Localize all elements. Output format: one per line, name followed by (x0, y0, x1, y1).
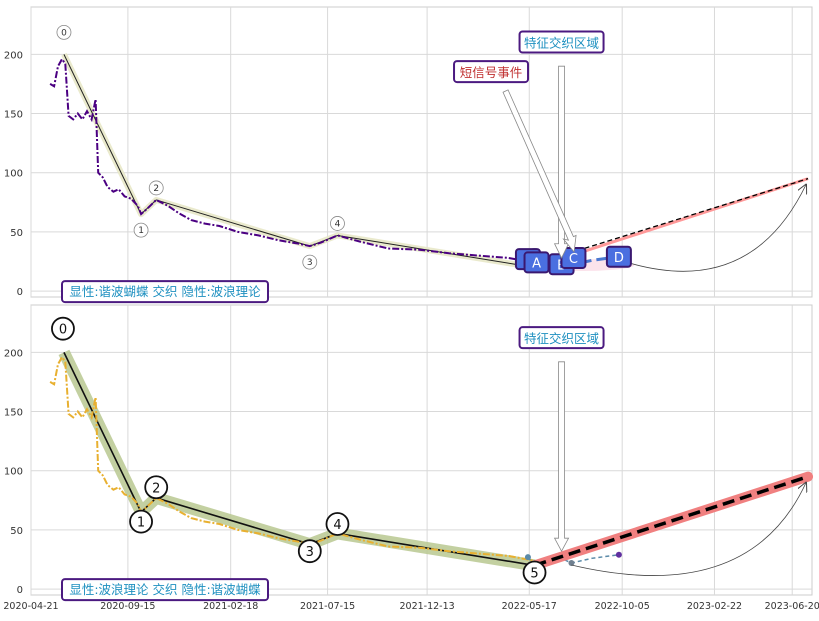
x-tick-label: 2020-09-15 (100, 601, 155, 612)
plot-area (30, 6, 813, 298)
wave-point-marker (302, 254, 318, 270)
wave-point-marker (129, 509, 153, 534)
wave-point-marker (51, 316, 75, 341)
y-tick-label: 0 (17, 287, 23, 298)
wave-point-marker (148, 180, 164, 196)
y-tick-label: 50 (10, 526, 23, 537)
y-tick-label: 200 (4, 348, 23, 359)
y-tick-label: 50 (10, 228, 23, 239)
gridlines (30, 7, 812, 297)
wave-point-label: 5 (530, 567, 538, 582)
y-tick-label: 150 (4, 408, 23, 419)
wave-point-label: 3 (307, 258, 313, 268)
x-tick-label: 2021-07-15 (300, 601, 355, 612)
x-tick-label: 2021-12-13 (399, 601, 454, 612)
wave-point-marker (297, 539, 322, 564)
wave-point-marker (56, 24, 72, 40)
wave-point-marker (133, 222, 149, 238)
wave-point-label: 4 (335, 219, 341, 229)
x-tick-label: 2022-05-17 (502, 601, 557, 612)
x-tick-label: 2021-02-18 (203, 601, 258, 612)
legend-box (61, 280, 269, 304)
harmonic-point-label: A (532, 256, 541, 271)
wave-point-marker (144, 475, 169, 500)
event-box (453, 60, 530, 84)
x-tick-label: 2022-10-05 (595, 601, 650, 612)
harmonic-point-box (523, 251, 550, 274)
wave-point-label: 0 (59, 323, 67, 338)
legend-box (61, 578, 269, 602)
wave-point-marker (330, 216, 345, 231)
legend-label: 显性:谐波蝴蝶 交织 隐性:波浪理论 (69, 284, 261, 299)
y-tick-label: 0 (17, 585, 23, 596)
region-box (518, 326, 605, 350)
harmonic-point-box (605, 245, 632, 268)
event-arrow (502, 89, 577, 254)
panel-1: 050100150200012345XABCD特征交织区域短信号事件显性:谐波蝴… (4, 6, 813, 304)
gridlines (30, 305, 812, 595)
region-arrow (553, 65, 570, 259)
y-tick-label: 100 (4, 169, 23, 180)
wave-point-label: 0 (61, 28, 67, 38)
y-tick-label: 100 (4, 467, 23, 478)
projection-line (561, 178, 809, 257)
harmonic-point (615, 551, 622, 558)
wave-point-label: 1 (138, 226, 144, 236)
region-box (518, 30, 605, 54)
legend-label: 显性:波浪理论 交织 隐性:谐波蝴蝶 (69, 582, 261, 597)
wave-point-label: 3 (306, 545, 314, 560)
region-label: 特征交织区域 (524, 331, 599, 346)
wave-line (63, 54, 535, 268)
projection-arrow (618, 185, 806, 272)
x-tick-label: 2023-02-22 (687, 601, 742, 612)
wave-point-label: 1 (137, 516, 145, 531)
region-arrow (553, 361, 570, 553)
region-label: 特征交织区域 (524, 36, 599, 51)
wave-point-label: 2 (153, 184, 159, 194)
wave-point-label: 2 (152, 481, 160, 496)
y-tick-label: 200 (4, 50, 23, 61)
wave-point-marker (522, 560, 547, 585)
projection-arrow (571, 483, 806, 576)
wave-point-label: 4 (333, 518, 341, 533)
harmonic-point (568, 560, 575, 567)
event-label: 短信号事件 (460, 65, 523, 80)
projection-line (533, 474, 809, 568)
y-tick-label: 150 (4, 110, 23, 121)
x-tick-label: 2023-06-20 (765, 601, 819, 612)
harmonic-point-label: D (614, 251, 624, 266)
wave-point-marker (325, 512, 350, 536)
harmonic-point (524, 554, 531, 561)
x-tick-label: 2020-04-21 (3, 601, 58, 612)
wave-line (63, 351, 535, 567)
harmonic-point-label: C (569, 252, 578, 267)
